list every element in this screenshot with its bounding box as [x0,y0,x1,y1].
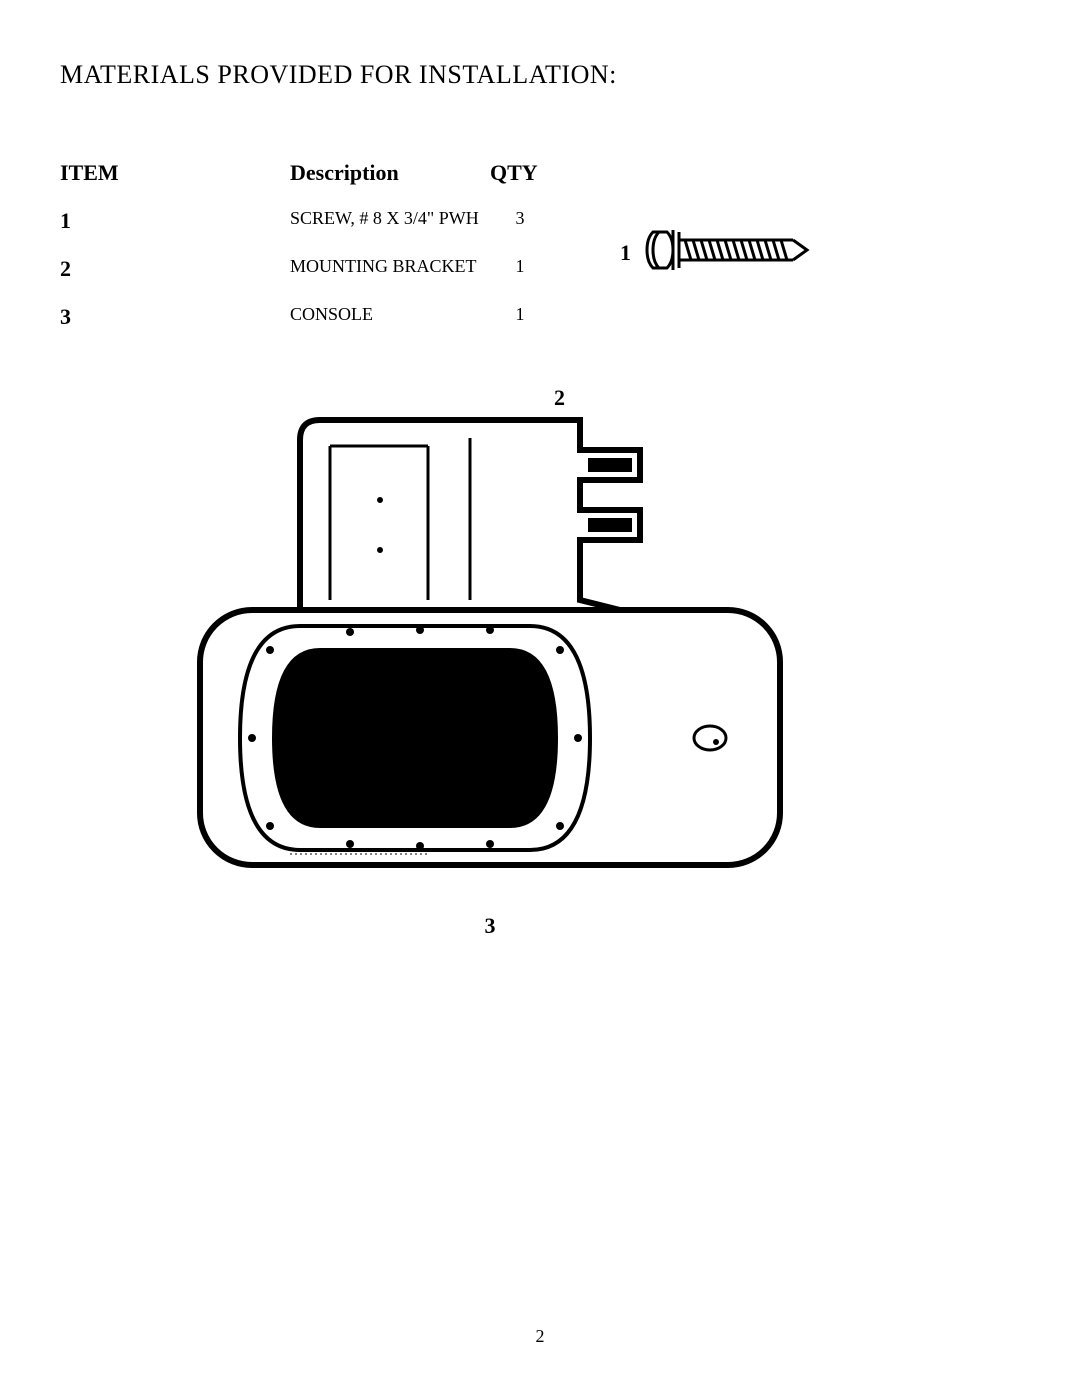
table-row-desc: CONSOLE [290,304,490,330]
table-row-item: 1 [60,208,290,234]
table-row-qty: 1 [490,304,550,330]
table-row-desc: MOUNTING BRACKET [290,256,490,282]
bracket-figure-label: 2 [554,385,565,411]
table-row-item: 2 [60,256,290,282]
table-row-desc: SCREW, # 8 X 3/4" PWH [290,208,490,234]
col-header-qty: QTY [490,160,550,186]
screw-icon [643,220,813,285]
console-figure-label: 3 [180,913,800,939]
diagram-area: 2 [180,410,800,939]
table-row-qty: 3 [490,208,550,234]
col-header-item: ITEM [60,160,290,186]
page-title: MATERIALS PROVIDED FOR INSTALLATION: [60,60,1020,90]
screw-figure: 1 [620,220,813,285]
bracket-console-icon [180,877,800,894]
col-header-desc: Description [290,160,490,186]
materials-table: ITEM Description QTY 1 SCREW, # 8 X 3/4"… [60,160,1020,330]
page-number: 2 [0,1326,1080,1347]
table-row-qty: 1 [490,256,550,282]
screw-figure-label: 1 [620,240,631,266]
table-row-item: 3 [60,304,290,330]
